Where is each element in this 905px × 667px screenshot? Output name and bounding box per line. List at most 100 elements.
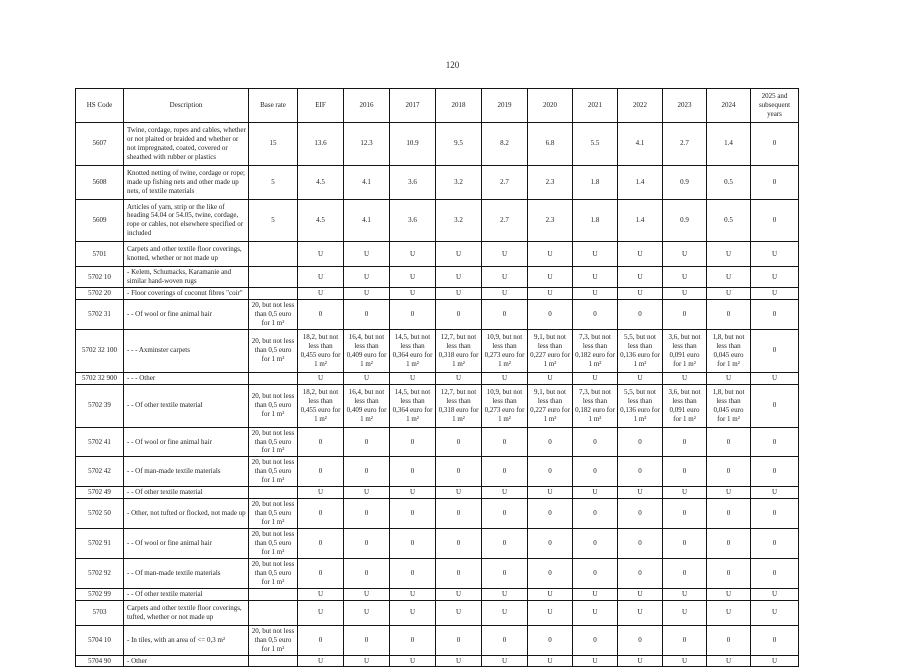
description-cell: - - Of wool or fine animal hair <box>123 426 249 458</box>
table-row: 5702 99- - Of other textile material U U U U… <box>75 587 799 601</box>
rate-cell: U <box>435 599 482 626</box>
base-rate-cell: 20, but not less than 0,5 euro for 1 m² <box>248 456 298 488</box>
base-rate-cell: 20, but not less than 0,5 euro for 1 m² <box>248 528 298 559</box>
rate-cell: 0 <box>389 557 436 589</box>
table-row: 5608 Knotted netting of twine, cordage or… <box>75 164 799 200</box>
rate-cell: 0 <box>527 498 573 530</box>
rate-cell: 0 <box>662 299 707 330</box>
rate-cell: U <box>572 266 618 289</box>
rate-cell: 0 <box>662 557 707 589</box>
rate-cell: 14,5, but not less than 0,364 euro for 1… <box>389 383 436 428</box>
rate-cell: U <box>706 486 751 500</box>
description-cell: - In tiles, with an area of <= 0,3 m² <box>123 624 249 656</box>
rate-cell: 0 <box>297 426 344 458</box>
rate-cell: 0 <box>481 498 528 530</box>
page-number: 120 <box>445 60 460 70</box>
rate-cell: 0 <box>435 624 482 656</box>
base-rate-cell: 20, but not less than 0,5 euro for 1 m² <box>248 299 298 330</box>
rate-cell: 0 <box>297 528 344 559</box>
rate-cell: 0 <box>572 498 618 530</box>
table-row: 5702 50- Other, not tufted or flocked, n… <box>75 498 799 530</box>
rate-cell: U <box>389 287 436 301</box>
rate-cell: U <box>750 486 799 500</box>
rate-cell: U <box>343 266 390 289</box>
rate-cell: U <box>343 287 390 301</box>
rate-cell: 0 <box>297 624 344 656</box>
description-cell: - - Of other textile material <box>123 486 249 500</box>
rate-cell: U <box>435 287 482 301</box>
rate-cell: 1.8 <box>572 198 618 243</box>
rate-cell: U <box>389 599 436 626</box>
hs-code-cell: 5702 92 <box>75 557 124 589</box>
rate-cell: U <box>435 266 482 289</box>
rate-cell: 4.1 <box>343 164 390 200</box>
rate-cell: 0 <box>343 299 390 330</box>
column-header: HS Code <box>75 88 124 123</box>
description-cell: - - Of wool or fine animal hair <box>123 299 249 330</box>
rate-cell: 1.8 <box>572 164 618 200</box>
rate-cell: 16,4, but not less than 0,409 euro for 1… <box>343 328 390 373</box>
description-cell: - Other <box>123 654 249 667</box>
rate-cell: 3.6 <box>389 164 436 200</box>
rate-cell: 0 <box>527 299 573 330</box>
rate-cell: 0 <box>297 299 344 330</box>
rate-cell: 2.7 <box>481 164 528 200</box>
rate-cell: U <box>662 486 707 500</box>
rate-cell: 0 <box>617 528 663 559</box>
rate-cell: U <box>343 371 390 385</box>
rate-cell: U <box>617 287 663 301</box>
column-header: 2023 <box>662 88 707 123</box>
base-rate-cell <box>248 599 298 626</box>
base-rate-cell <box>248 587 298 601</box>
rate-cell: U <box>343 486 390 500</box>
rate-cell: U <box>662 587 707 601</box>
rate-cell: 3,6, but not less than 0,091 euro for 1 … <box>662 383 707 428</box>
header-row: HS Code Description Base rate EIF 2016 2017 20… <box>75 88 799 123</box>
description-cell: Twine, cordage, ropes and cables, whethe… <box>123 121 249 166</box>
hs-code-cell: 5702 31 <box>75 299 124 330</box>
rate-cell: 1,8, but not less than 0,045 euro for 1 … <box>706 383 751 428</box>
rate-cell: 0 <box>617 624 663 656</box>
column-header: 2020 <box>527 88 573 123</box>
table-row: 5704 10- In tiles, with an area of <= 0,… <box>75 624 799 656</box>
rate-cell: 10.9 <box>389 121 436 166</box>
rate-cell: U <box>297 654 344 667</box>
rate-cell: 0 <box>389 528 436 559</box>
rate-cell: 0 <box>527 456 573 488</box>
description-cell: Carpets and other textile floor covering… <box>123 599 249 626</box>
rate-cell: 0 <box>527 624 573 656</box>
column-header: EIF <box>297 88 344 123</box>
rate-cell: U <box>297 587 344 601</box>
table-row: 5702 31- - Of wool or fine animal hair 20… <box>75 299 799 330</box>
rate-cell: 3.2 <box>435 198 482 243</box>
rate-cell: U <box>435 241 482 268</box>
rate-cell: 18,2, but not less than 0,455 euro for 1… <box>297 383 344 428</box>
rate-cell: 0 <box>706 528 751 559</box>
rate-cell: U <box>389 587 436 601</box>
base-rate-cell: 15 <box>248 121 298 166</box>
hs-code-cell: 5702 99 <box>75 587 124 601</box>
hs-code-cell: 5703 <box>75 599 124 626</box>
rate-cell: 0 <box>527 426 573 458</box>
description-cell: - - Of man-made textile materials <box>123 557 249 589</box>
rate-cell: 0 <box>435 299 482 330</box>
rate-cell: 0 <box>389 299 436 330</box>
rate-cell: U <box>617 599 663 626</box>
rate-cell: 0 <box>617 498 663 530</box>
rate-cell: 7,3, but not less than 0,182 euro for 1 … <box>572 383 618 428</box>
rate-cell: 0 <box>481 426 528 458</box>
rate-cell: 0 <box>343 498 390 530</box>
hs-code-cell: 5702 20 <box>75 287 124 301</box>
rate-cell: 0 <box>750 299 799 330</box>
base-rate-cell: 20, but not less than 0,5 euro for 1 m² <box>248 557 298 589</box>
table-row: 5702 20- Floor coverings of coconut fibr… <box>75 287 799 301</box>
rate-cell: 0 <box>435 557 482 589</box>
table-row: 5702 32 100- - - Axminster carpets 20, bu… <box>75 328 799 373</box>
rate-cell: 0 <box>481 299 528 330</box>
rate-cell: U <box>662 287 707 301</box>
base-rate-cell: 5 <box>248 198 298 243</box>
description-cell: - - - Other <box>123 371 249 385</box>
rate-cell: 0 <box>617 426 663 458</box>
rate-cell: 0 <box>750 498 799 530</box>
rate-cell: 0 <box>750 426 799 458</box>
